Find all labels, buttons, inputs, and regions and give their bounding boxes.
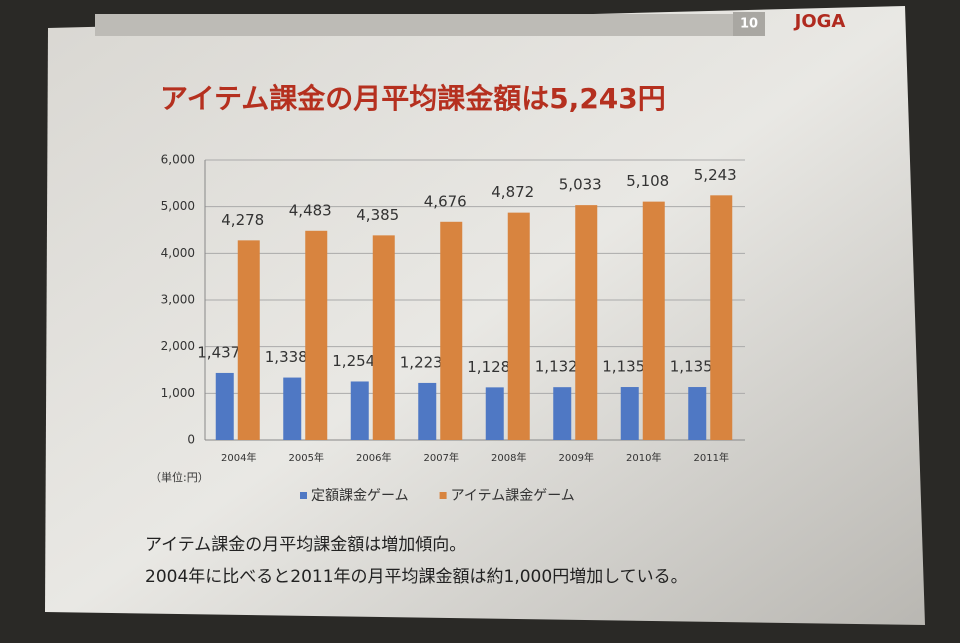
legend-label: アイテム課金ゲーム [451, 488, 575, 504]
slide [45, 6, 925, 625]
data-label: 1,128 [467, 358, 510, 376]
data-label: 4,676 [424, 192, 467, 210]
y-tick-label: 4,000 [161, 246, 195, 260]
x-tick-label: 2011年 [694, 451, 729, 464]
logo: JOGA [793, 11, 846, 32]
y-tick-label: 2,000 [161, 339, 195, 353]
bar [283, 377, 302, 440]
note: アイテム課金の月平均課金額は増加傾向。 [145, 535, 466, 555]
unit-label: （単位:円） [150, 470, 209, 484]
y-tick-label: 0 [187, 433, 195, 447]
legend-swatch [300, 492, 307, 499]
y-tick-label: 6,000 [161, 153, 195, 167]
data-label: 5,033 [559, 176, 602, 194]
x-tick-label: 2007年 [424, 451, 459, 464]
data-label: 1,132 [535, 358, 578, 376]
bar [710, 195, 733, 440]
data-label: 1,135 [602, 358, 645, 376]
bar [418, 382, 437, 440]
data-label: 1,437 [197, 343, 240, 361]
x-tick-label: 2009年 [559, 451, 594, 464]
x-tick-label: 2005年 [289, 451, 324, 464]
data-label: 4,385 [356, 206, 399, 224]
bar [237, 240, 260, 440]
bar [350, 381, 369, 440]
page-number: 10 [740, 17, 758, 32]
chart-title: アイテム課金の月平均課金額は5,243円 [160, 82, 666, 115]
data-label: 1,223 [400, 353, 443, 371]
x-tick-label: 2010年 [626, 451, 661, 464]
bar [215, 372, 234, 440]
bar [688, 387, 707, 440]
data-label: 1,338 [265, 348, 308, 366]
note: 2004年に比べると2011年の月平均課金額は約1,000円増加している。 [145, 567, 688, 587]
data-label: 1,254 [332, 352, 375, 370]
data-label: 4,872 [491, 183, 534, 201]
y-tick-label: 1,000 [161, 386, 195, 400]
legend-label: 定額課金ゲーム [311, 488, 409, 504]
bar [485, 387, 504, 440]
bar [372, 235, 395, 440]
bar [553, 387, 572, 440]
y-tick-label: 3,000 [161, 293, 195, 307]
data-label: 1,135 [670, 358, 713, 376]
legend-swatch [439, 492, 447, 499]
data-label: 5,108 [626, 172, 669, 190]
bar [642, 201, 665, 440]
header-bar [95, 14, 765, 36]
x-tick-label: 2006年 [356, 451, 391, 464]
bar [440, 221, 463, 440]
bar [620, 387, 639, 440]
bar [305, 230, 328, 440]
bar [575, 205, 598, 440]
bar [507, 212, 530, 440]
page-number-box [733, 12, 765, 36]
data-label: 4,483 [289, 201, 332, 219]
x-tick-label: 2004年 [221, 451, 256, 464]
data-label: 4,278 [221, 211, 264, 229]
data-label: 5,243 [694, 166, 737, 184]
x-tick-label: 2008年 [491, 451, 526, 464]
y-tick-label: 5,000 [161, 199, 195, 213]
